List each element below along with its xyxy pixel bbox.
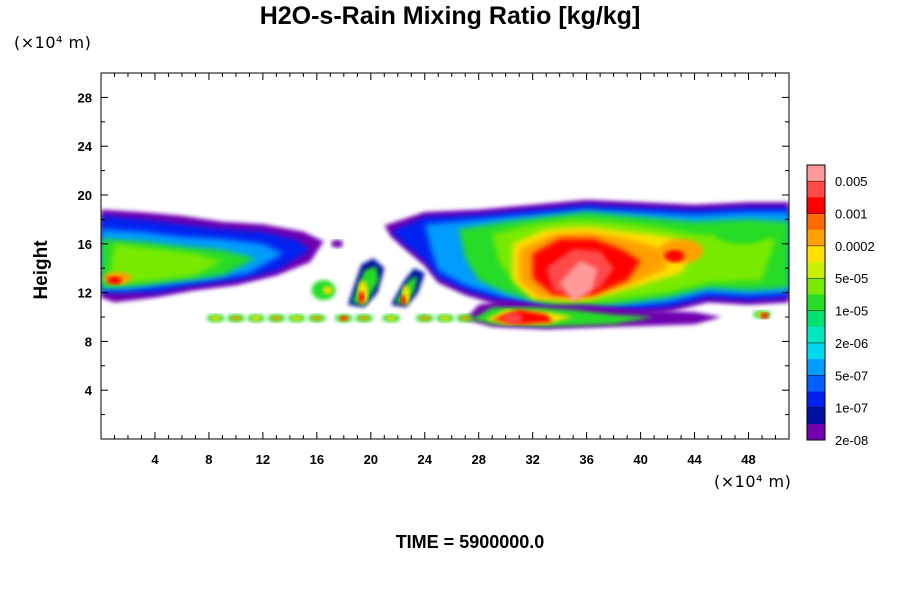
colorbar-label: 1e-05 bbox=[835, 304, 868, 319]
colorbar-label: 2e-08 bbox=[835, 433, 868, 448]
x-tick-label: 4 bbox=[151, 452, 159, 467]
rain-cell bbox=[311, 315, 322, 321]
x-tick-label: 8 bbox=[205, 452, 212, 467]
colorbar-label: 0.005 bbox=[835, 174, 868, 189]
y-tick-label: 20 bbox=[78, 188, 92, 203]
rain-cell bbox=[230, 315, 241, 321]
field-blob bbox=[664, 250, 685, 262]
x-tick-label: 48 bbox=[741, 452, 755, 467]
colorbar-swatch bbox=[807, 310, 825, 328]
colorbar-label: 5e-07 bbox=[835, 368, 868, 383]
rain-cell bbox=[339, 315, 348, 321]
field-region bbox=[559, 260, 598, 303]
x-axis-unit: (×10⁴ m) bbox=[714, 472, 792, 491]
field-blob bbox=[107, 276, 122, 285]
rain-cell bbox=[760, 312, 769, 319]
y-axis-unit: (×10⁴ m) bbox=[14, 33, 92, 52]
field-blob bbox=[358, 291, 365, 304]
colorbar-swatch bbox=[807, 165, 825, 182]
x-tick-label: 44 bbox=[687, 452, 702, 467]
colorbar-swatch bbox=[807, 342, 825, 360]
colorbar-swatch bbox=[807, 213, 825, 231]
field-blob bbox=[322, 286, 333, 295]
rain-cell bbox=[419, 315, 430, 321]
time-label: TIME = 5900000.0 bbox=[395, 532, 545, 552]
rain-cell bbox=[460, 315, 471, 321]
colorbar-swatch bbox=[807, 294, 825, 312]
y-tick-label: 24 bbox=[78, 139, 93, 154]
rain-cell bbox=[359, 315, 370, 321]
y-tick-label: 8 bbox=[85, 334, 92, 349]
rain-cell bbox=[291, 315, 302, 321]
colorbar-swatch bbox=[807, 375, 825, 392]
field-blob bbox=[715, 224, 768, 245]
colorbar-swatch bbox=[807, 423, 825, 441]
x-axis: 4 8 12 16 20 24 28 32 36 40 44 48 bbox=[113, 73, 777, 467]
colorbar-swatch bbox=[807, 407, 825, 425]
chart-title: H2O-s-Rain Mixing Ratio [kg/kg] bbox=[259, 2, 641, 30]
colorbar-label: 1e-07 bbox=[835, 401, 868, 416]
colorbar-swatch bbox=[807, 245, 825, 263]
x-tick-label: 24 bbox=[418, 452, 433, 467]
y-tick-label: 16 bbox=[78, 237, 92, 252]
x-tick-label: 20 bbox=[364, 452, 378, 467]
x-tick-label: 40 bbox=[633, 452, 647, 467]
rain-cell bbox=[271, 315, 282, 321]
colorbar-label: 0.0002 bbox=[835, 239, 875, 254]
colorbar-swatch bbox=[807, 391, 825, 409]
y-tick-label: 28 bbox=[78, 90, 92, 105]
colorbar-swatch bbox=[807, 229, 825, 247]
colorbar-swatch bbox=[807, 278, 825, 295]
rain-cell bbox=[210, 315, 221, 321]
colorbar: 0.005 0.001 0.0002 5e-05 1e-05 2e-06 5e-07 1e-0… bbox=[806, 164, 875, 448]
x-tick-label: 36 bbox=[579, 452, 593, 467]
colorbar-label: 2e-06 bbox=[835, 336, 868, 351]
rain-cell bbox=[386, 315, 397, 321]
colorbar-swatch bbox=[807, 197, 825, 215]
y-tick-label: 4 bbox=[85, 383, 93, 398]
field-region bbox=[107, 243, 223, 286]
x-tick-label: 32 bbox=[525, 452, 539, 467]
field-blob bbox=[400, 294, 406, 305]
x-tick-label: 12 bbox=[256, 452, 270, 467]
rain-cell bbox=[251, 315, 262, 321]
colorbar-swatch bbox=[807, 326, 825, 344]
field-blob bbox=[331, 239, 344, 248]
rain-cell bbox=[440, 315, 450, 321]
colorbar-swatch bbox=[807, 359, 825, 376]
y-tick-label: 12 bbox=[78, 286, 92, 301]
colorbar-label: 5e-05 bbox=[835, 271, 868, 286]
x-tick-label: 28 bbox=[471, 452, 485, 467]
field-blob bbox=[502, 313, 523, 324]
rain-field bbox=[101, 199, 789, 330]
y-axis: 4 8 12 16 20 24 28 bbox=[78, 90, 789, 416]
plot-frame bbox=[100, 72, 790, 440]
colorbar-swatch bbox=[807, 262, 825, 279]
x-tick-label: 16 bbox=[310, 452, 324, 467]
colorbar-swatch bbox=[807, 181, 825, 198]
colorbar-label: 0.001 bbox=[835, 207, 868, 222]
